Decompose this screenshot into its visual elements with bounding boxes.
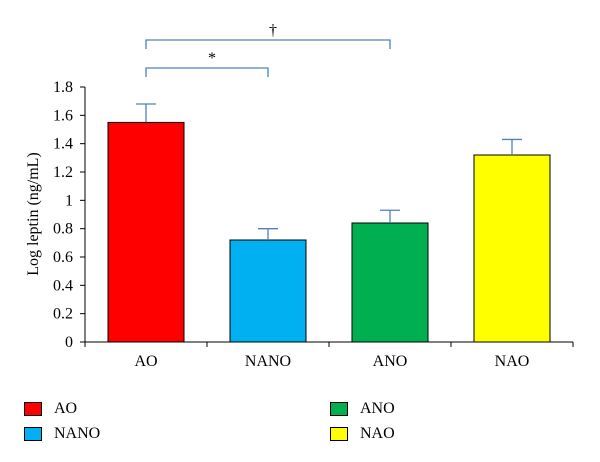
bar-chart: 00.20.40.60.811.21.41.61.8 AO NANO ANO NAO … — [25, 22, 574, 370]
x-tick-label-nao: NAO — [495, 353, 530, 370]
bar-ao — [107, 121, 185, 343]
legend-swatch — [24, 402, 42, 416]
legend-item-nano: NANO — [24, 424, 100, 444]
legend-item-ao: AO — [24, 399, 77, 419]
significance-marker: * — [208, 50, 216, 67]
x-tick-label-ao: AO — [134, 353, 157, 370]
legend-item-nao: NAO — [330, 424, 395, 444]
y-tick-label: 0.4 — [53, 277, 73, 294]
y-tick-label: 0.6 — [53, 249, 73, 266]
legend-swatch — [330, 402, 348, 416]
y-tick-label: 1.8 — [53, 79, 73, 96]
x-tick-label-ano: ANO — [373, 353, 408, 370]
x-axis: AO NANO ANO NAO — [84, 341, 574, 370]
bar-ano — [351, 222, 429, 343]
legend-label: NANO — [54, 425, 101, 442]
y-tick-label: 0 — [65, 334, 73, 351]
significance-brackets: *† — [145, 22, 391, 77]
bar-nano — [229, 239, 307, 343]
error-bars — [136, 103, 522, 240]
bars — [107, 121, 551, 343]
y-tick-label: 1 — [65, 192, 73, 209]
legend-item-ano: ANO — [330, 399, 395, 419]
y-tick-label: 0.2 — [53, 306, 73, 323]
legend-swatch — [330, 427, 348, 441]
bar-nao — [473, 154, 551, 343]
legend-label: NAO — [360, 425, 395, 442]
y-tick-label: 1.6 — [53, 107, 73, 124]
legend-label: AO — [54, 400, 78, 417]
significance-bracket — [145, 39, 391, 49]
y-axis: 0 0.2 0.4 0.6 0.8 1 1.2 1.4 1.6 1.8 — [53, 79, 86, 351]
y-tick-label: 0.8 — [53, 221, 73, 238]
y-axis-label: Log leptin (ng/mL) — [25, 152, 42, 276]
legend-swatch — [24, 427, 42, 441]
legend-label: ANO — [360, 400, 395, 417]
y-tick-label: 1.4 — [53, 136, 73, 153]
significance-bracket — [145, 67, 269, 77]
x-tick-label-nano: NANO — [245, 353, 291, 370]
y-tick-label: 1.2 — [53, 164, 73, 181]
significance-marker: † — [269, 22, 277, 39]
